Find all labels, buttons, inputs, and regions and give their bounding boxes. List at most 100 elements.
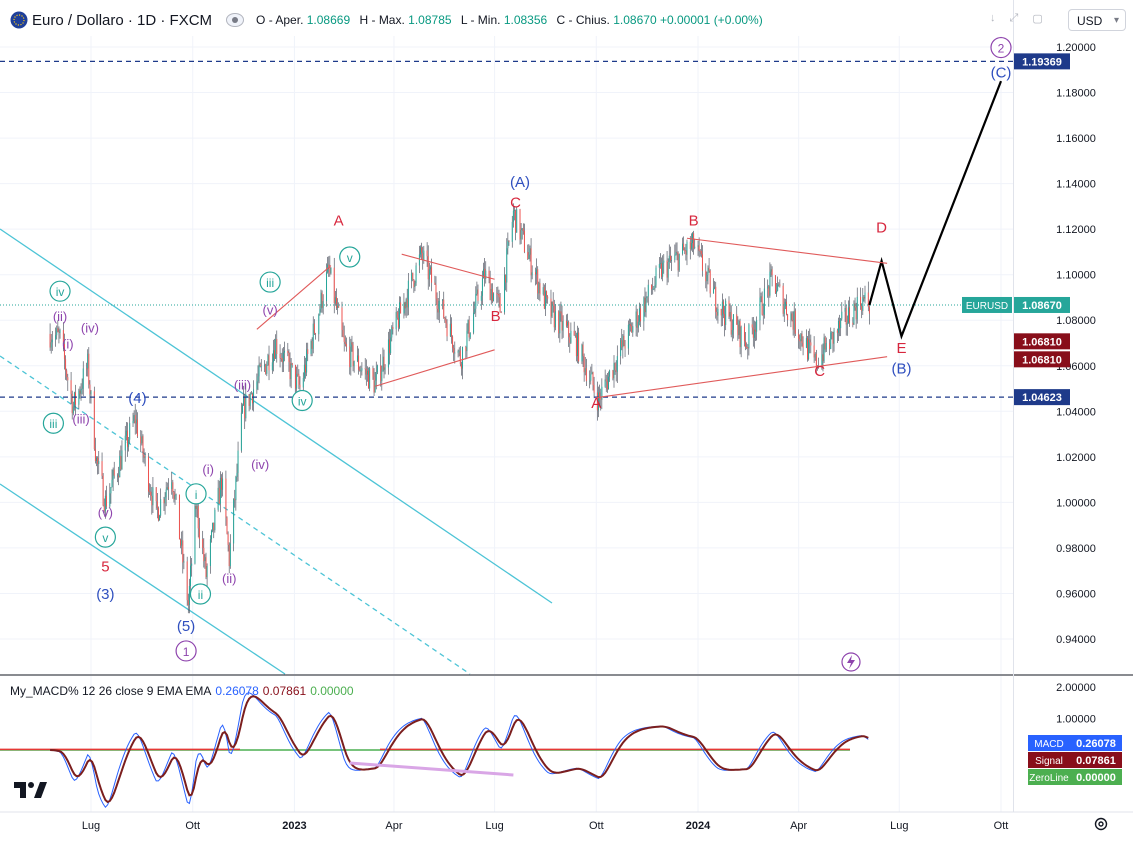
candle-body [140,436,142,444]
macd-name[interactable]: My_MACD% 12 26 close 9 EMA EMA [10,684,212,698]
time-tick: Lug [485,820,503,832]
candle-body [574,335,576,337]
wave-label: iv [56,285,65,299]
candle-body [360,370,362,372]
candle-body [462,347,464,369]
symbol-title[interactable]: Euro / Dollaro · 1D · FXCM [32,11,213,29]
candle-body [770,269,772,272]
candle-body [344,341,346,344]
candle-body [475,293,477,309]
candle-body [81,388,83,390]
candle-body [187,600,189,605]
candle-body [774,275,776,294]
candle-body [519,209,521,240]
wave-label: C [814,363,825,380]
wave-label: (ii) [222,571,236,586]
candle-body [724,314,726,326]
candle-body [90,391,92,395]
candle-body [628,324,630,326]
candle-body [209,539,211,566]
candle-body [446,323,448,337]
candle-body [396,312,398,318]
candle-body [164,497,166,504]
candle-body [318,314,320,335]
candle-body [847,307,849,323]
down-arrow-icon[interactable]: ↓ [990,12,996,24]
candle-body [860,296,862,306]
candle-body [328,264,330,267]
candle-body [730,312,732,335]
candle-body [197,505,199,529]
candle-body [682,243,684,254]
candle-body [174,495,176,500]
candle-body [550,298,552,317]
wave-label: A [334,213,344,230]
candle-body [668,255,670,262]
candle-body [234,498,236,501]
candle-body [313,323,315,334]
eye-icon[interactable] [226,13,245,27]
tradingview-logo[interactable] [14,778,48,800]
wave-label: E [896,340,906,357]
macd-badge-label [1028,769,1070,785]
candle-body [141,436,143,444]
currency-select[interactable]: USD [1068,9,1126,32]
wave-label: v [347,251,353,265]
candles [49,203,870,614]
candle-body [506,248,508,283]
candle-body [791,313,793,321]
candle-body [389,339,391,354]
channel-lower [0,483,286,675]
candle-body [570,330,572,343]
candle-body [627,324,629,349]
candle-body [508,240,510,242]
wave-label: (iii) [72,412,89,427]
candle-body [821,354,823,368]
candle-body [228,544,230,567]
candle-body [119,455,121,478]
candle-body [194,505,196,564]
candle-body [80,389,82,394]
candle-body [497,294,499,295]
candle-body [245,394,247,419]
candle-body [567,322,569,326]
candle-body [167,487,169,489]
candle-body [182,540,184,563]
candle-body [75,392,77,405]
candle-body [551,301,553,317]
macd-badge-label [1028,735,1070,751]
candle-body [685,250,687,255]
candle-body [522,228,524,231]
candle-body [609,370,611,377]
wave-label: 2 [998,42,1005,56]
candle-body [728,300,730,317]
square-icon[interactable]: ▢ [1032,13,1043,25]
wave-label-circle [339,246,361,268]
signal-value: 0.07861 [262,684,307,698]
candle-body [692,233,694,244]
candle-body [565,321,567,326]
candle-body [708,267,710,271]
macd-badge-value [1070,752,1122,768]
expand-icon[interactable]: ⤢ [1009,12,1019,24]
candle-body [101,461,103,476]
candle-body [374,380,376,393]
candle-body [205,557,207,578]
candle-body [582,344,584,357]
candle-body [623,335,625,346]
drawings [0,60,1013,399]
candle-body [621,340,623,348]
price-tick: 1.02000 [1056,452,1096,464]
candle-body [868,307,870,314]
macd-tick: 1.00000 [1056,714,1096,726]
gear-icon[interactable] [1093,816,1109,832]
candle-body [763,288,765,315]
candle-body [118,475,120,478]
candle-body [195,505,197,509]
candle-body [110,487,112,494]
candle-body [810,342,812,346]
candle-body [686,241,688,255]
candle-body [329,266,331,274]
price-tick: 1.18000 [1056,88,1096,100]
